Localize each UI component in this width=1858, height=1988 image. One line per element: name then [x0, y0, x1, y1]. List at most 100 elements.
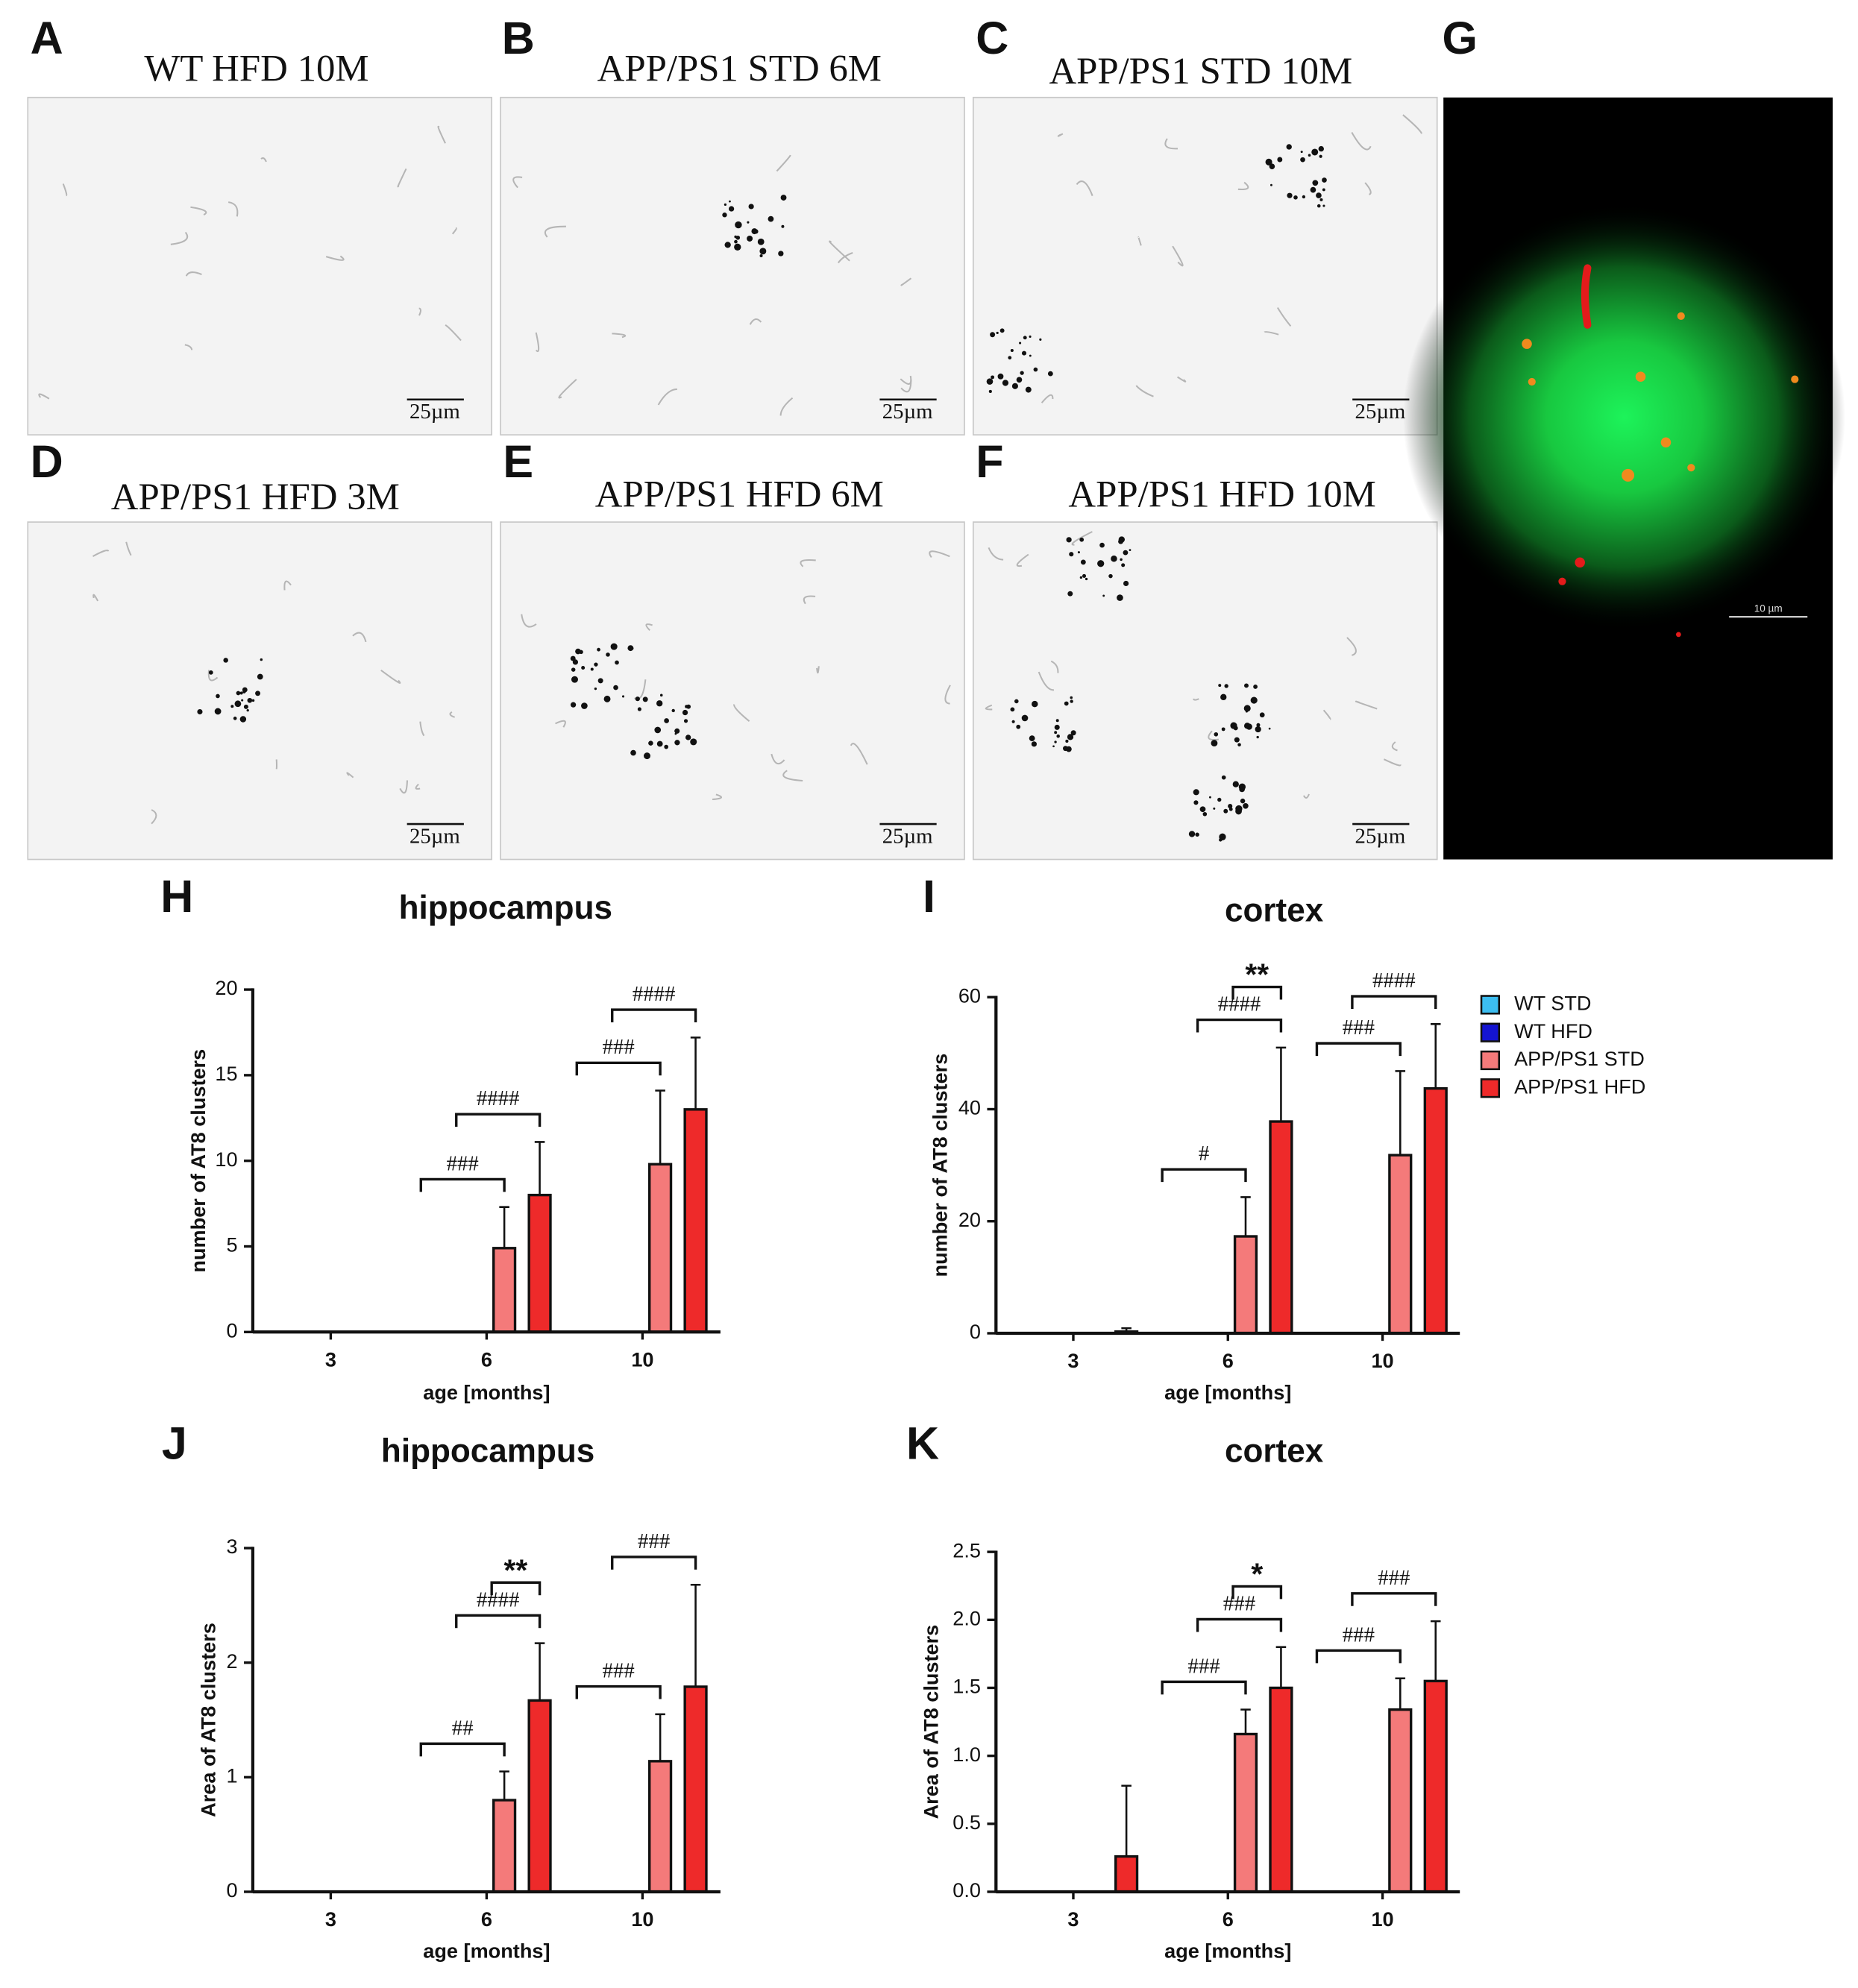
- tau-speck: [997, 373, 1004, 380]
- y-tick-label: 0: [226, 1318, 237, 1341]
- fiber: [325, 255, 345, 261]
- bar: [1269, 1686, 1293, 1893]
- fiber: [770, 753, 785, 765]
- tau-speck: [642, 696, 648, 702]
- legend-label: WT STD: [1514, 992, 1591, 1015]
- significance-label: ####: [633, 982, 676, 1006]
- x-tick-label: 6: [481, 1347, 492, 1371]
- significance-bracket: [490, 1581, 542, 1596]
- panel-title: APP/PS1 STD 6M: [597, 47, 882, 89]
- x-tick-label: 6: [481, 1907, 492, 1931]
- fiber: [125, 541, 132, 556]
- tau-speck: [1016, 724, 1021, 729]
- tau-speck: [1108, 573, 1113, 579]
- bar: [1388, 1708, 1413, 1893]
- tau-speck: [778, 251, 784, 257]
- y-tick-label: 15: [215, 1062, 237, 1085]
- tau-spot: [1522, 339, 1532, 349]
- bar: [492, 1247, 517, 1333]
- error-bar: [1430, 1023, 1441, 1089]
- tau-spot: [1528, 377, 1536, 386]
- fiber: [1391, 741, 1398, 752]
- tau-speck: [1322, 177, 1327, 183]
- legend-label: WT HFD: [1514, 1019, 1592, 1042]
- x-tick-label: 10: [631, 1347, 653, 1371]
- tau-speck: [664, 718, 669, 723]
- fiber: [1383, 758, 1402, 767]
- tau-speck: [1065, 739, 1069, 743]
- x-axis-label: age [months]: [1164, 1939, 1291, 1962]
- tau-speck: [197, 708, 203, 715]
- tau-speck: [1310, 186, 1316, 193]
- tau-speck: [1287, 192, 1293, 198]
- tau-speck: [630, 749, 636, 756]
- tau-speck: [581, 666, 586, 670]
- fiber: [1076, 180, 1093, 196]
- tau-speck: [1221, 775, 1226, 780]
- fiber: [1276, 307, 1292, 327]
- panel-letter: I: [923, 871, 935, 922]
- fiber: [260, 157, 267, 163]
- fiber: [227, 201, 239, 217]
- tau-speck: [1047, 371, 1053, 377]
- error-bar: [1430, 1620, 1441, 1682]
- significance-bracket: [1161, 1680, 1247, 1695]
- tau-speck: [748, 204, 754, 210]
- panel-letter: D: [31, 436, 63, 487]
- tau-speck: [734, 243, 741, 251]
- tau-speck: [1080, 559, 1086, 565]
- tau-speck: [603, 695, 611, 702]
- significance-bracket: [1161, 1168, 1247, 1183]
- significance-bracket: [611, 1008, 697, 1023]
- tau-speck: [1029, 335, 1032, 338]
- significance-label: ###: [1187, 1654, 1220, 1678]
- tau-spot: [1575, 557, 1585, 568]
- significance-label: **: [1245, 957, 1269, 992]
- tau-speck: [1002, 380, 1009, 386]
- tau-speck: [1021, 350, 1027, 356]
- bar: [648, 1163, 673, 1333]
- significance-label: #: [1199, 1142, 1209, 1166]
- y-tick-label: 40: [958, 1096, 981, 1119]
- tau-speck: [1067, 591, 1073, 597]
- fiber: [92, 594, 99, 602]
- bar: [492, 1799, 517, 1893]
- significance-bracket: [1196, 1018, 1283, 1033]
- fiber: [1071, 531, 1093, 546]
- fiber: [1057, 133, 1064, 137]
- fiber: [38, 393, 50, 400]
- panel-letter: G: [1442, 13, 1477, 63]
- tau-speck: [1111, 555, 1117, 562]
- chart-title: hippocampus: [381, 1433, 594, 1470]
- tau-speck: [1079, 537, 1085, 542]
- tau-speck: [1213, 807, 1216, 810]
- y-axis-label: number of AT8 clusters: [186, 1049, 210, 1273]
- fiber: [657, 388, 677, 406]
- significance-bracket: [419, 1177, 506, 1192]
- fiber: [521, 614, 537, 628]
- tau-speck: [1224, 684, 1228, 688]
- x-axis-label: age [months]: [423, 1380, 550, 1403]
- tau-speck: [1193, 800, 1199, 805]
- tau-speck: [674, 732, 677, 735]
- fiber: [415, 783, 421, 790]
- error-bar: [655, 1713, 665, 1761]
- tau-speck: [1244, 683, 1249, 688]
- fiber: [1355, 700, 1378, 710]
- significance-bracket: [1196, 1617, 1283, 1632]
- tau-speck: [594, 688, 597, 691]
- tau-speck: [1286, 144, 1292, 150]
- tau-speck: [1319, 198, 1323, 201]
- tau-speck: [1066, 746, 1072, 752]
- fiber: [92, 550, 110, 557]
- tau-speck: [1016, 377, 1023, 383]
- fiber: [779, 397, 794, 416]
- fiber: [1038, 671, 1055, 691]
- tau-speck: [1211, 740, 1218, 747]
- fiber: [1264, 330, 1279, 336]
- fiber: [1193, 698, 1199, 701]
- fiber: [837, 252, 853, 264]
- tau-speck: [233, 717, 237, 720]
- tau-speck: [682, 709, 688, 716]
